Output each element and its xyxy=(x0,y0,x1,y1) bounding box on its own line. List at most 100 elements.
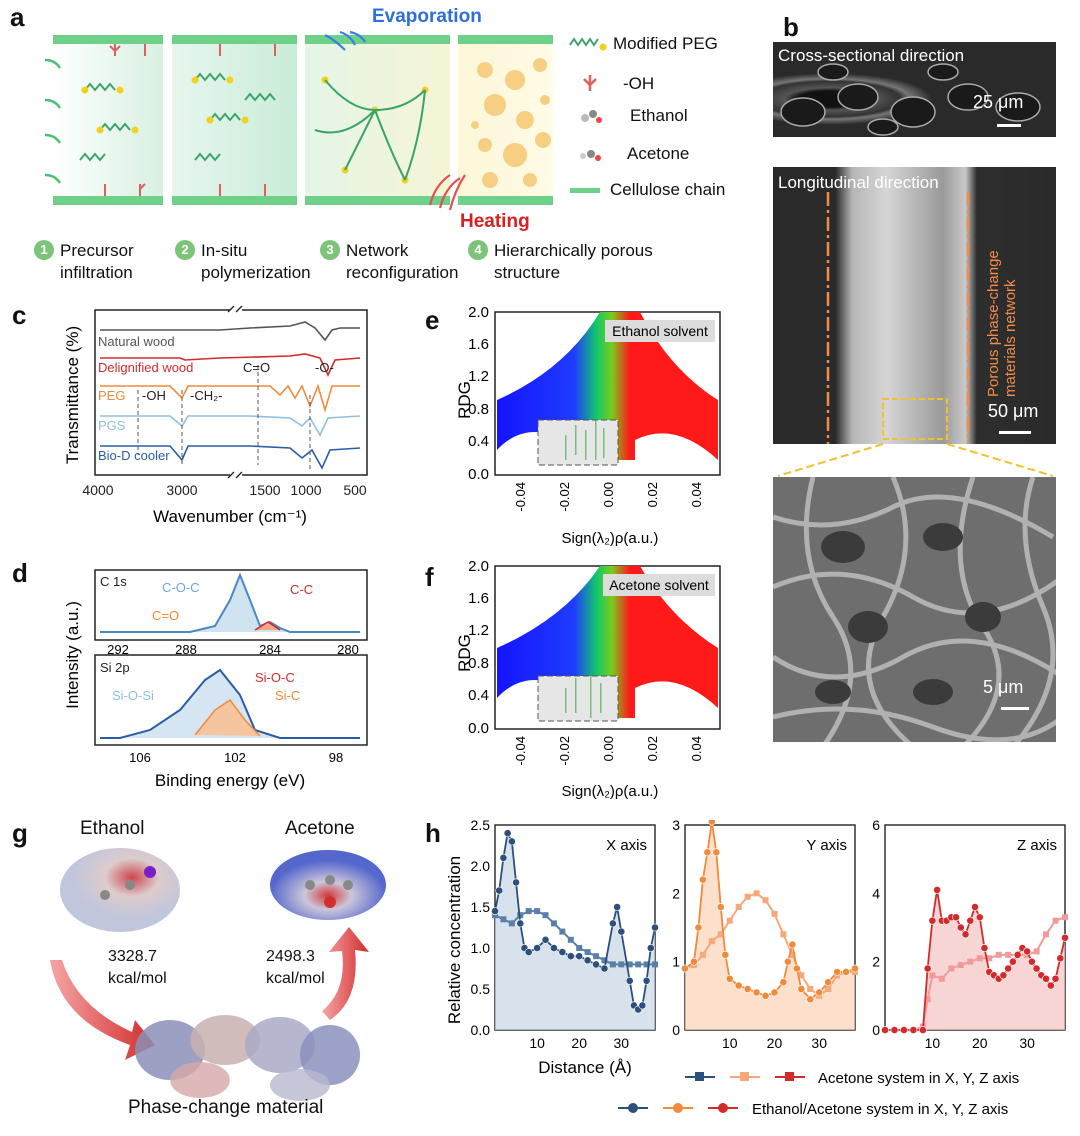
h-ethanol-point-0-0 xyxy=(491,907,499,915)
e-xtick-2: 0.00 xyxy=(601,482,616,507)
e-ylabel: RDG xyxy=(455,381,474,419)
d-xtick-280: 280 xyxy=(337,642,359,657)
h-ethanol-point-2-7 xyxy=(933,886,942,894)
h-acetone-point-0-9 xyxy=(567,936,574,943)
d-xtick-98: 98 xyxy=(329,750,343,765)
panel-label-h: h xyxy=(425,818,441,848)
sem-cross-title: Cross-sectional direction xyxy=(778,46,965,65)
h-ethanol-point-0-9 xyxy=(533,944,542,952)
panel-label-a: a xyxy=(10,2,25,32)
h-acetone-point-1-10 xyxy=(771,910,778,917)
panel-a-legend: Modified PEG -OH Ethanol Acetone Cellulo… xyxy=(565,30,765,210)
h-acetone-point-0-15 xyxy=(618,961,625,968)
c-xtick-1000: 1000 xyxy=(290,482,321,498)
h-ytick-0-0: 0.0 xyxy=(471,1022,491,1038)
f-ytick-0: 0.0 xyxy=(468,720,489,737)
h-ytick-0-3: 1.5 xyxy=(471,899,491,915)
step-4-line1: Hierarchically porous xyxy=(494,241,653,260)
h-ethanol-point-1-10 xyxy=(734,981,743,990)
h-acetone-point-1-16 xyxy=(825,986,832,992)
h-acetone-point-1-11 xyxy=(780,931,787,938)
h-xtick-1-1: 20 xyxy=(767,1035,783,1051)
h-ethanol-point-2-17 xyxy=(980,944,989,952)
sem-zoom-scale: 5 μm xyxy=(983,677,1024,697)
h-ytick-0-4: 2.0 xyxy=(471,858,491,874)
h-ethanol-point-0-14 xyxy=(575,952,584,961)
h-ethanol-point-0-12 xyxy=(558,948,567,956)
h-acetone-point-1-6 xyxy=(735,904,742,910)
sem-zoom: 5 μm xyxy=(773,477,1056,742)
h-acetone-point-2-6 xyxy=(948,965,955,972)
h-ethanol-point-0-2 xyxy=(499,853,508,862)
chart-f: 0.0 0.4 0.8 1.2 1.6 2.0 -0.04 -0.02 0.00… xyxy=(425,558,725,808)
h-acetone-point-0-18 xyxy=(643,961,650,968)
c-series-peg: PEG xyxy=(98,388,125,403)
h-acetone-point-1-3 xyxy=(708,938,715,945)
h-ethanol-point-0-1 xyxy=(495,886,504,895)
h-acetone-point-2-9 xyxy=(976,955,983,962)
panel-a-svg xyxy=(44,30,553,211)
h-subplot-title-1: Y axis xyxy=(806,837,847,854)
d-peak-siosi: Si-O-Si xyxy=(112,688,154,703)
h-ethanol-point-2-23 xyxy=(1008,957,1017,966)
chart-c-svg: 4000 3000 1500 1000 500 Wavenumber (cm⁻¹… xyxy=(63,304,368,526)
g-ethanol-label: Ethanol xyxy=(80,818,145,839)
h-acetone-point-2-18 xyxy=(1062,914,1068,921)
c-series-bio-d-cooler: Bio-D cooler xyxy=(98,448,170,463)
d-peak-coc: C-O-C xyxy=(162,580,200,595)
panel-a-schematic xyxy=(44,30,560,211)
h-ethanol-point-2-3 xyxy=(909,1026,918,1034)
d-xtick-292: 292 xyxy=(107,642,129,657)
h-ethanol-point-2-6 xyxy=(928,916,937,925)
h-acetone-point-2-16 xyxy=(1043,931,1050,938)
f-xtick-1: -0.02 xyxy=(557,736,572,766)
h-ethanol-point-2-2 xyxy=(900,1026,908,1034)
chart-h: 0.0 0.5 1.0 1.5 2.0 2.5 10 20 30 X axis 0 1 2 3 10 20 30… xyxy=(440,817,1080,1131)
h-acetone-point-2-7 xyxy=(957,962,964,969)
h-acetone-point-0-7 xyxy=(550,920,557,927)
d-peak-cc: C-C xyxy=(290,582,313,597)
evaporation-label: Evaporation xyxy=(372,6,482,27)
e-ytick-2: 0.8 xyxy=(468,401,489,418)
h-ethanol-point-1-5 xyxy=(707,817,716,826)
legend-cellulose-chain: Cellulose chain xyxy=(610,180,726,199)
h-ethanol-point-0-26 xyxy=(646,944,655,952)
d-peak-sioc: Si-O-C xyxy=(255,670,295,685)
h-ethanol-point-0-27 xyxy=(651,923,659,932)
legend-modified-peg: Modified PEG xyxy=(613,34,718,53)
h-acetone-point-2-17 xyxy=(1052,917,1059,924)
step-4: 4 Hierarchically porous structure xyxy=(468,240,653,284)
h-ethanol-point-0-13 xyxy=(566,952,575,961)
h-acetone-point-0-17 xyxy=(635,961,642,968)
f-ytick-1: 0.4 xyxy=(468,687,489,704)
h-ytick-1-2: 2 xyxy=(672,885,680,901)
step-3-number: 3 xyxy=(320,240,340,260)
panel-label-d: d xyxy=(12,558,28,588)
h-ethanol-point-1-6 xyxy=(712,848,721,857)
h-xtick-2-0: 10 xyxy=(925,1035,941,1051)
step-1: 1 Precursor infiltration xyxy=(34,240,134,284)
step-1-line2: infiltration xyxy=(60,263,133,282)
h-ytick-1-3: 3 xyxy=(672,820,680,833)
h-ethanol-point-2-16 xyxy=(975,913,984,922)
h-ethanol-point-2-26 xyxy=(1023,947,1032,956)
sem-zoom-texture xyxy=(773,477,1056,742)
h-ytick-2-2: 4 xyxy=(872,885,880,901)
h-xtick-2-2: 30 xyxy=(1019,1035,1035,1051)
h-ethanol-point-2-14 xyxy=(966,916,975,925)
h-ethanol-point-1-7 xyxy=(716,903,725,911)
f-xtick-0: -0.04 xyxy=(513,736,528,766)
h-ethanol-point-2-0 xyxy=(881,1026,889,1034)
h-acetone-point-1-4 xyxy=(717,931,724,938)
h-subplot-title-2: Z axis xyxy=(1017,837,1057,854)
chart-d-svg: 292 288 284 280 106 102 98 Binding energ… xyxy=(63,569,368,790)
h-acetone-point-2-5 xyxy=(938,975,945,982)
h-ytick-2-0: 0 xyxy=(872,1022,880,1038)
g-molecules-svg xyxy=(50,848,386,1101)
g-energy2: 2498.3 xyxy=(266,948,315,965)
h-acetone-point-0-14 xyxy=(609,961,616,968)
h-ethanol-point-2-1 xyxy=(890,1026,899,1034)
h-xtick-0-2: 30 xyxy=(614,1035,630,1051)
h-ethanol-point-1-3 xyxy=(698,875,707,884)
panel-label-c: c xyxy=(12,300,27,330)
